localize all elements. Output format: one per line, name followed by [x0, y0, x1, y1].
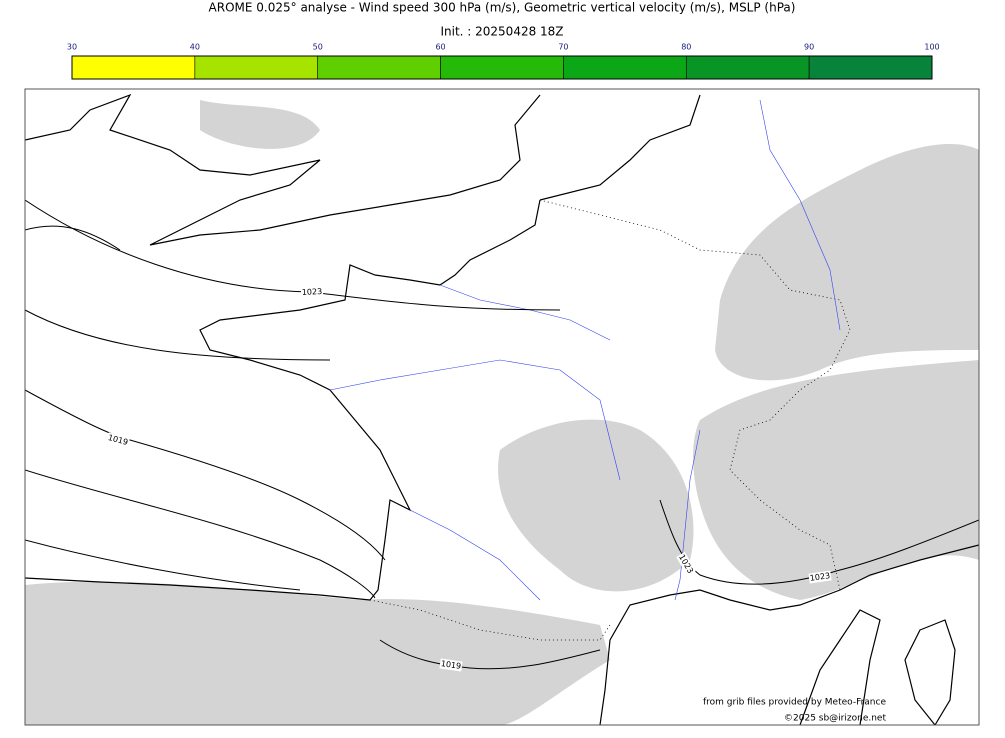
contour-label-bg: [808, 570, 832, 584]
border-pyrenees: [369, 599, 611, 641]
colorbar-tick-label: 30: [67, 43, 77, 52]
coast-spain: [25, 577, 371, 601]
relief-east: [715, 144, 979, 381]
colorbar-segment: [808, 55, 933, 80]
river-rhine: [759, 99, 841, 331]
contour-label: 1023: [809, 571, 830, 583]
colorbar-segment: [194, 55, 319, 80]
colorbar: 30 40 50 60 70 80 90 100: [67, 43, 940, 80]
river-rhone: [674, 429, 701, 601]
colorbar-tick-label: 60: [435, 43, 445, 52]
isobar: [25, 539, 301, 591]
colorbar-segment: [317, 55, 441, 80]
credit-source: from grib files provided by Meteo-France: [703, 698, 886, 708]
relief-alps: [693, 360, 979, 600]
river-loire: [329, 359, 621, 481]
title: AROME 0.025° analyse - Wind speed 300 hP…: [209, 1, 796, 15]
map-frame: [24, 88, 980, 726]
credit-copyright: ©2025 sb@irizone.net: [784, 714, 886, 724]
isobar: [25, 469, 376, 599]
map: [25, 89, 979, 725]
colorbar-tick-label: 90: [804, 43, 814, 52]
coast-italy: [799, 609, 881, 725]
contour-label-bg: [300, 286, 324, 298]
contour-label: 1023: [302, 287, 323, 297]
contour-label: 1019: [440, 659, 461, 671]
isobar: [25, 225, 121, 251]
colorbar-tick-label: 40: [190, 43, 200, 52]
colorbar-tick-label: 80: [681, 43, 691, 52]
colorbar-tick-label: 100: [924, 43, 939, 52]
colorbar-segment: [685, 55, 810, 80]
contour-label-bg: [676, 551, 696, 577]
isobar: [25, 309, 331, 361]
relief-pyrenees: [25, 581, 610, 725]
subtitle: Init. : 20250428 18Z: [440, 25, 563, 39]
colorbar-frame: [71, 55, 933, 80]
border-france: [539, 199, 851, 591]
colorbar-segment: [440, 55, 564, 80]
contour-label-bg: [106, 432, 130, 448]
coast-mediterranean: [599, 544, 979, 725]
isobar: [25, 389, 386, 561]
colorbar-segment: [71, 55, 196, 80]
coast-england: [25, 93, 541, 246]
contour-label-bg: [439, 658, 463, 672]
isobar: [659, 499, 979, 585]
coast-corsica: [904, 619, 956, 725]
coast-benelux: [539, 94, 701, 201]
relief-wales: [200, 100, 320, 149]
colorbar-tick-label: 70: [558, 43, 568, 52]
isobar: [379, 639, 601, 670]
river-garonne: [409, 509, 541, 601]
colorbar-segment: [563, 55, 687, 80]
coast-france: [199, 199, 541, 601]
colorbar-tick-label: 50: [313, 43, 323, 52]
relief-massif-central: [498, 419, 694, 592]
